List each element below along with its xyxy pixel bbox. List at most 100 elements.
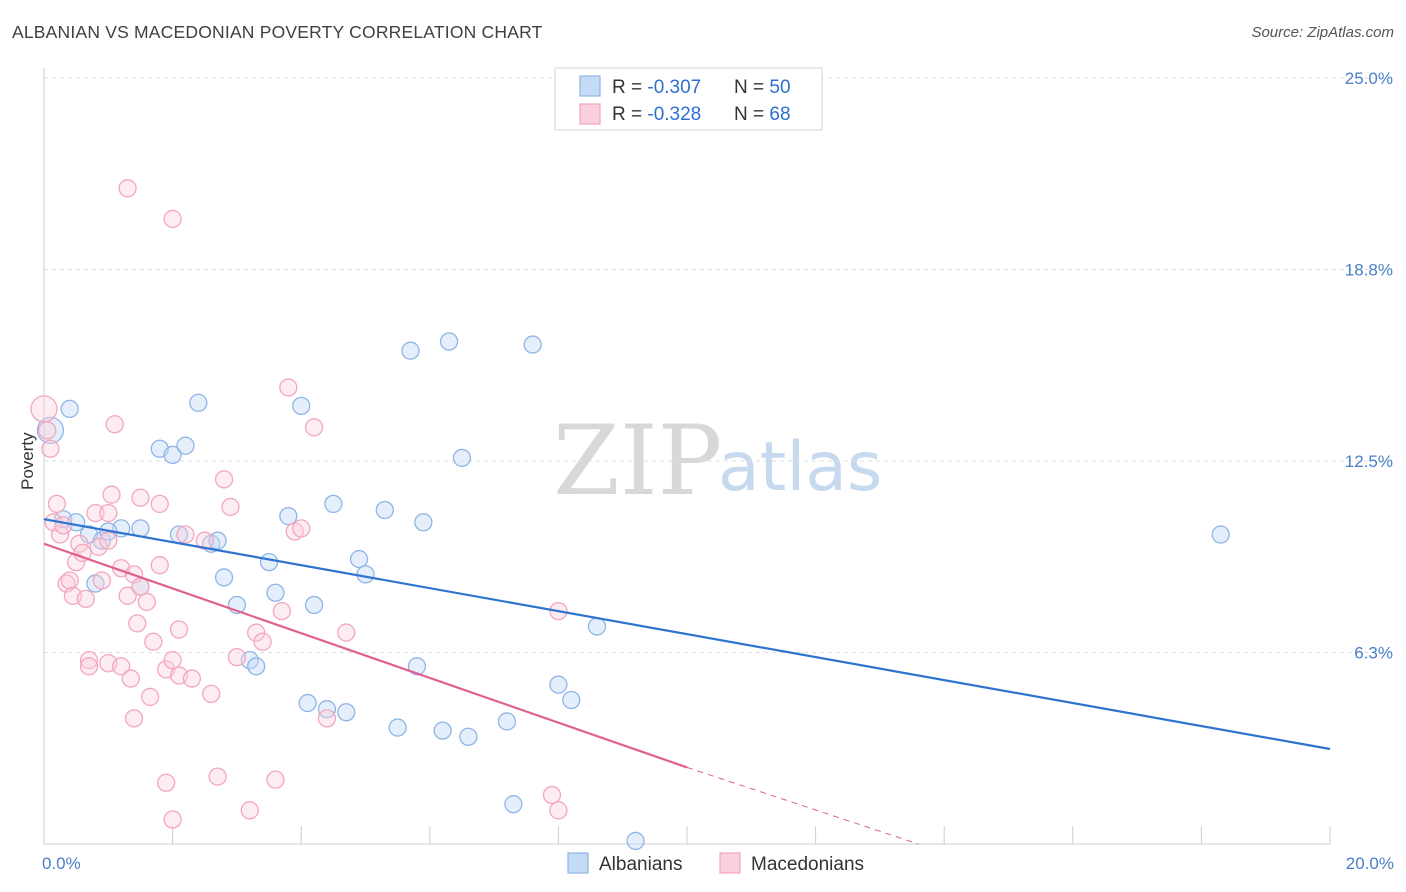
albanian-point	[214, 568, 234, 587]
bottom-legend-swatch-albanians	[567, 852, 589, 874]
legend-n-label: N =	[734, 77, 769, 98]
albanian-point	[549, 675, 568, 694]
macedonian-point	[337, 623, 356, 642]
macedonian-point	[549, 801, 568, 820]
macedonian-point	[92, 571, 112, 590]
macedonian-point	[208, 767, 227, 786]
macedonian-point	[73, 543, 92, 563]
y-tick-label-1: 12.5%	[1345, 452, 1393, 471]
bottom-legend: Albanians Macedonians	[567, 852, 864, 875]
legend-row-albanians: R = -0.307 N = 50	[612, 77, 791, 98]
macedonian-point	[89, 537, 108, 556]
albanian-point	[247, 657, 266, 676]
macedonian-point	[214, 470, 234, 489]
macedonian-point	[169, 620, 189, 639]
albanian-point	[176, 436, 195, 455]
macedonian-point	[176, 525, 195, 544]
macedonian-point	[144, 632, 163, 651]
macedonian-point	[137, 592, 157, 612]
y-axis-label: Poverty	[18, 432, 37, 490]
x-tick-label-1: 20.0%	[1346, 854, 1394, 873]
macedonian-point	[79, 651, 99, 670]
macedonian-trend-extension	[686, 766, 919, 845]
legend-n-value: 50	[769, 77, 790, 98]
macedonian-point	[227, 647, 247, 667]
macedonian-point	[202, 684, 221, 704]
macedonian-point	[140, 687, 160, 707]
macedonian-point	[253, 632, 272, 651]
legend-r-value: -0.328	[647, 104, 701, 125]
albanian-point	[60, 399, 79, 419]
albanian-point	[562, 690, 581, 710]
albanian-point	[414, 513, 433, 532]
macedonian-point	[76, 589, 95, 609]
trend-lines	[43, 518, 1331, 845]
albanian-point	[523, 335, 542, 354]
axes	[43, 68, 1331, 845]
albanian-point	[375, 500, 394, 520]
macedonian-point	[182, 669, 202, 688]
legend-r-value: -0.307	[647, 77, 701, 98]
macedonian-point	[163, 651, 182, 670]
data-points	[30, 179, 1230, 851]
macedonian-point	[247, 623, 266, 642]
chart-title: ALBANIAN VS MACEDONIAN POVERTY CORRELATI…	[12, 22, 543, 42]
albanian-point	[266, 583, 285, 602]
bottom-legend-swatch-macedonians	[719, 852, 741, 874]
y-tick-labels: 6.3% 12.5% 18.8% 25.0%	[1345, 69, 1393, 663]
albanian-point	[317, 700, 337, 719]
albanian-point	[189, 393, 208, 412]
y-tick-label-0: 6.3%	[1354, 644, 1393, 663]
macedonian-point	[99, 503, 118, 523]
macedonian-point	[292, 519, 311, 538]
macedonian-point	[118, 586, 137, 605]
macedonian-point	[86, 503, 105, 523]
macedonian-point	[30, 395, 58, 423]
legend-n-value: 68	[769, 104, 790, 125]
macedonian-trend-line	[43, 542, 688, 769]
macedonian-point	[121, 669, 140, 688]
macedonian-point	[131, 577, 150, 596]
albanian-point	[298, 693, 317, 713]
bottom-legend-albanians: Albanians	[599, 854, 682, 875]
macedonian-point	[304, 418, 324, 437]
macedonian-point	[157, 773, 176, 792]
macedonian-point	[131, 488, 150, 507]
legend-row-macedonians: R = -0.328 N = 68	[612, 104, 791, 125]
macedonian-point	[195, 531, 214, 550]
albanian-point	[36, 416, 65, 445]
macedonian-point	[54, 516, 73, 535]
bottom-legend-macedonians: Macedonians	[751, 854, 864, 875]
albanian-point	[259, 552, 279, 572]
legend-n-label: N =	[734, 104, 769, 125]
macedonian-point	[67, 552, 86, 572]
albanian-point	[1211, 525, 1230, 544]
macedonian-point	[150, 494, 169, 514]
macedonian-point	[124, 709, 144, 728]
macedonian-point	[221, 497, 240, 517]
macedonian-point	[60, 571, 79, 590]
albanian-point	[587, 617, 607, 636]
legend-r-label: R =	[612, 104, 647, 125]
albanian-point	[356, 565, 375, 584]
macedonian-point	[542, 785, 562, 805]
macedonian-point	[279, 378, 298, 397]
y-tick-label-2: 18.8%	[1345, 261, 1393, 280]
macedonian-point	[41, 439, 60, 458]
macedonian-point	[105, 415, 124, 434]
albanian-trend-line	[43, 518, 1331, 751]
macedonian-point	[118, 179, 137, 198]
legend-r-label: R =	[612, 77, 647, 98]
albanian-point	[626, 831, 645, 851]
macedonian-point	[47, 494, 67, 514]
macedonian-point	[112, 657, 131, 676]
macedonian-point	[79, 657, 99, 676]
albanian-point	[163, 445, 182, 465]
watermark-atlas: atlas	[718, 428, 882, 507]
x-tick-labels: 0.0% 20.0%	[42, 854, 1394, 873]
macedonian-point	[317, 709, 337, 728]
albanian-point	[504, 795, 523, 814]
macedonian-point	[102, 485, 121, 504]
albanian-point	[279, 507, 298, 526]
legend-swatch-macedonians	[579, 103, 601, 125]
